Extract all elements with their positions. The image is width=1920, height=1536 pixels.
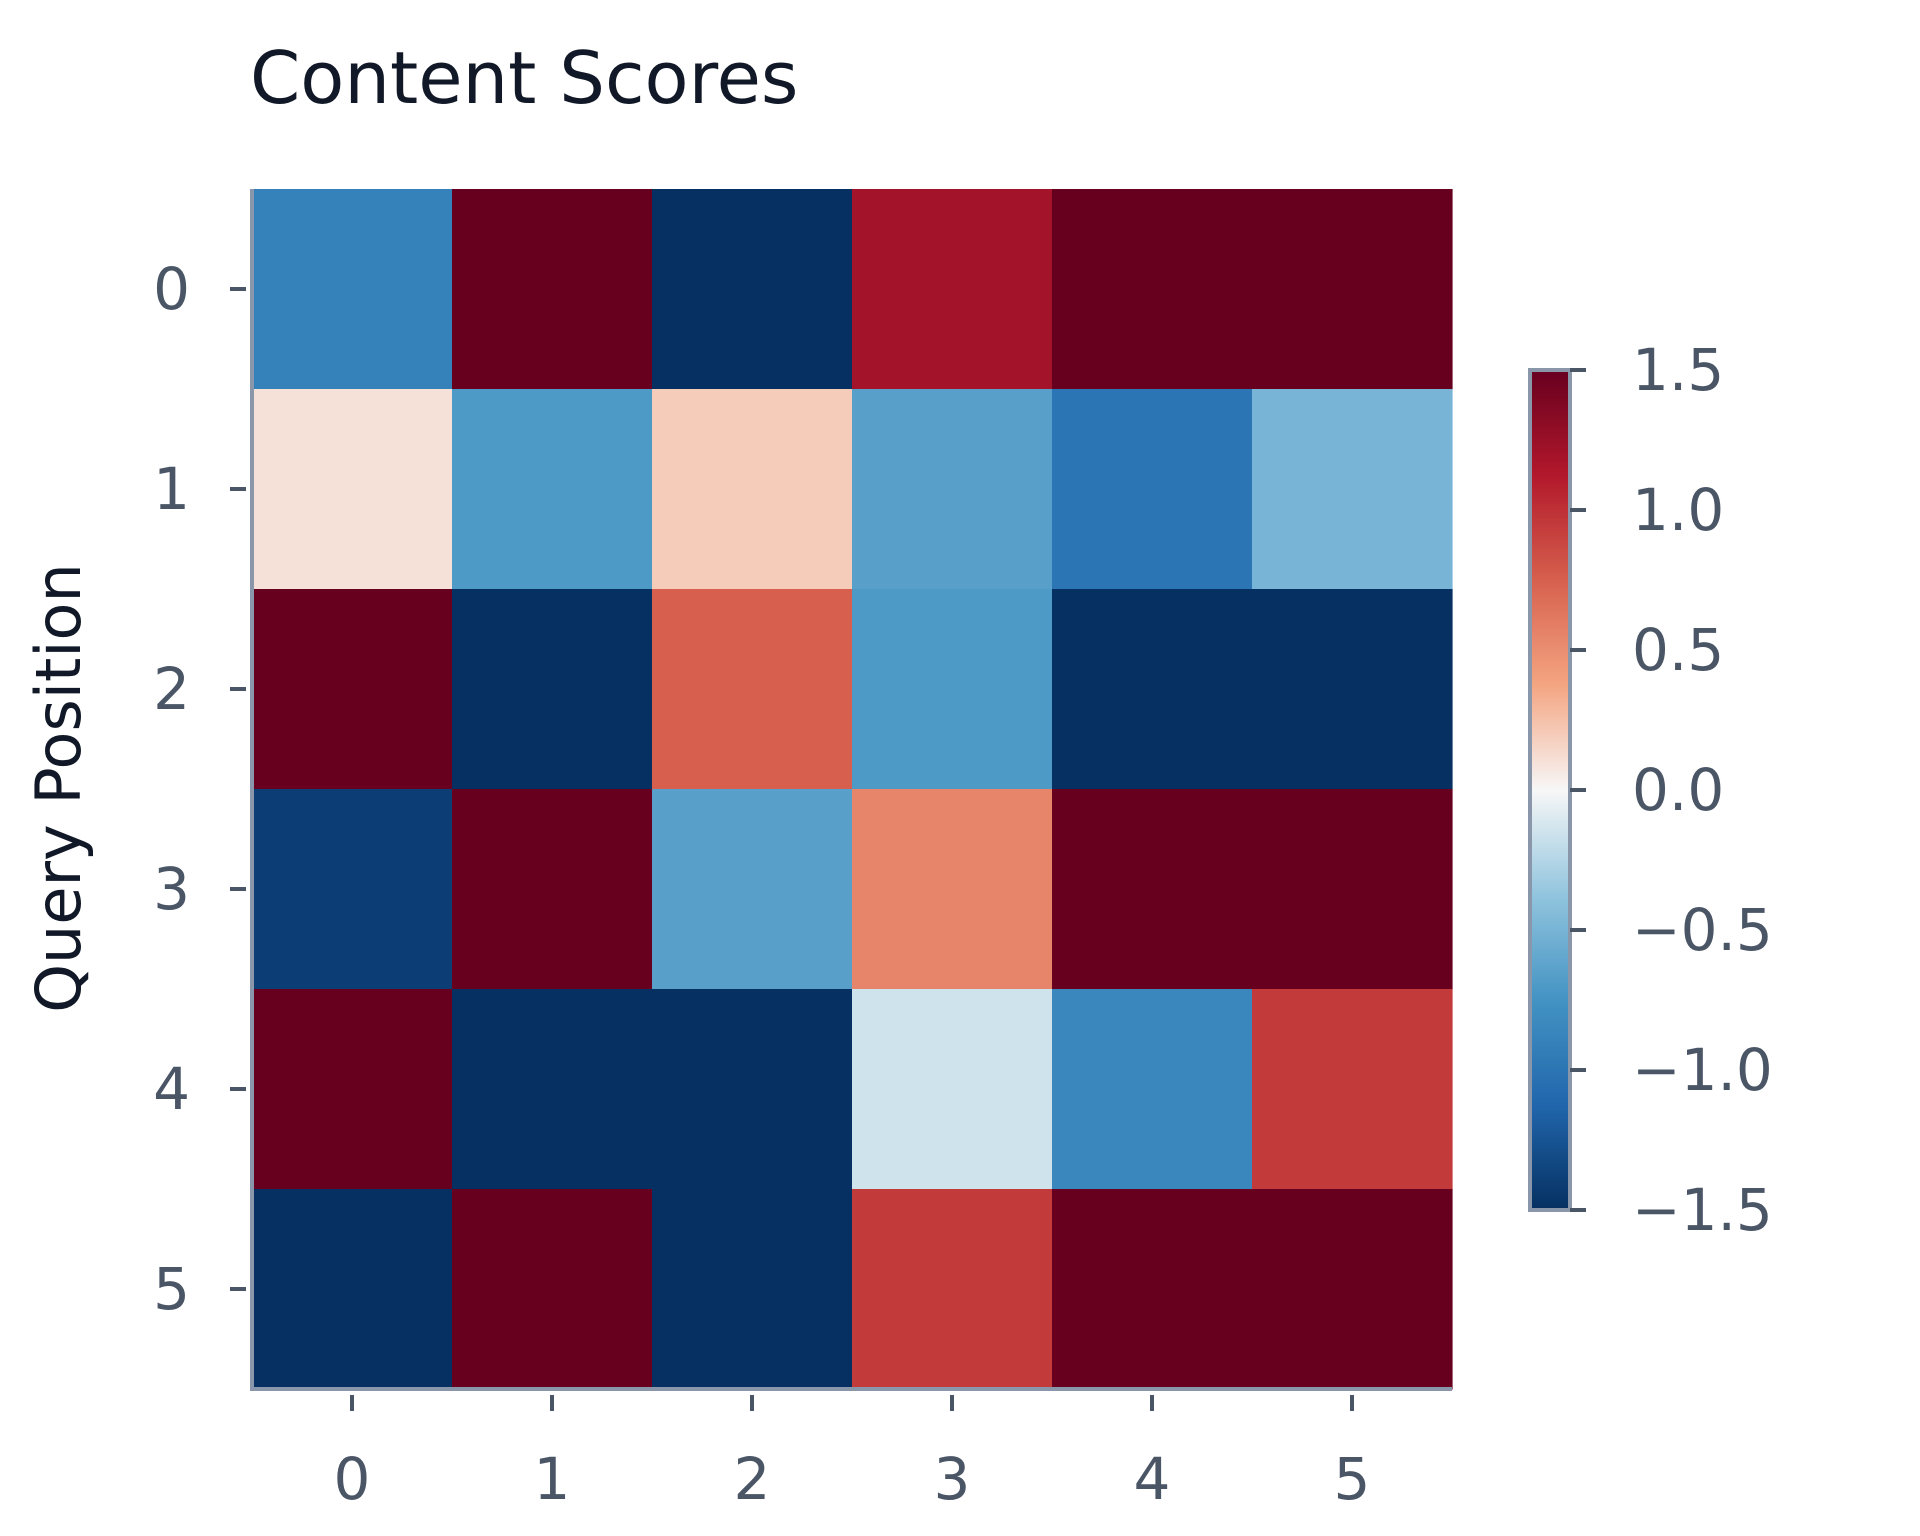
heatmap-cell-r5-c0 — [252, 1189, 453, 1390]
heatmap-cell-r4-c3 — [852, 989, 1053, 1190]
heatmap-cell-r5-c1 — [452, 1189, 653, 1390]
x-tick-label: 5 — [1334, 1445, 1371, 1513]
chart-title: Content Scores — [250, 36, 798, 120]
heatmap-cell-r5-c2 — [652, 1189, 853, 1390]
heatmap-cell-r4-c0 — [252, 989, 453, 1190]
x-tick-label: 3 — [934, 1445, 971, 1513]
x-tick-label: 1 — [534, 1445, 571, 1513]
heatmap-cell-r3-c4 — [1052, 789, 1253, 990]
heatmap-cell-r1-c3 — [852, 389, 1053, 590]
colorbar: 1.5 1.0 0.5 0.0 −0.5 −1.0 −1.5 — [1528, 336, 1773, 1244]
colorbar-tick-label: 1.0 — [1632, 476, 1724, 544]
heatmap-cell-r0-c1 — [452, 189, 653, 390]
y-tick-label: 0 — [153, 255, 190, 323]
heatmap-cell-r4-c2 — [652, 989, 853, 1190]
y-tick-label: 5 — [153, 1255, 190, 1323]
heatmap-cell-r1-c4 — [1052, 389, 1253, 590]
heatmap-cell-r4-c4 — [1052, 989, 1253, 1190]
heatmap-cell-r2-c2 — [652, 589, 853, 790]
heatmap-cell-r1-c0 — [252, 389, 453, 590]
colorbar-gradient — [1528, 368, 1572, 1212]
x-tick-label: 2 — [734, 1445, 771, 1513]
heatmap-cell-r3-c0 — [252, 789, 453, 990]
y-tick-label: 3 — [153, 855, 190, 923]
heatmap-cell-r2-c0 — [252, 589, 453, 790]
heatmap-cell-r1-c1 — [452, 389, 653, 590]
heatmap-cell-r3-c5 — [1252, 789, 1453, 990]
heatmap-cell-r0-c4 — [1052, 189, 1253, 390]
heatmap-cell-r2-c5 — [1252, 589, 1453, 790]
colorbar-tick-label: −1.5 — [1632, 1176, 1773, 1244]
heatmap-cell-r5-c3 — [852, 1189, 1053, 1390]
heatmap-cell-r0-c5 — [1252, 189, 1453, 390]
x-tick-label: 4 — [1134, 1445, 1171, 1513]
heatmap-cell-r0-c0 — [252, 189, 453, 390]
colorbar-tick-label: 0.5 — [1632, 616, 1724, 684]
heatmap-cells — [252, 189, 1453, 1390]
colorbar-tick-label: −1.0 — [1632, 1036, 1773, 1104]
x-tick-label: 0 — [334, 1445, 371, 1513]
y-tick-label: 1 — [153, 455, 190, 523]
heatmap-cell-r3-c2 — [652, 789, 853, 990]
heatmap-cell-r5-c5 — [1252, 1189, 1453, 1390]
heatmap-cell-r0-c2 — [652, 189, 853, 390]
heatmap-cell-r2-c3 — [852, 589, 1053, 790]
y-tick-label: 2 — [153, 655, 190, 723]
heatmap-cell-r1-c5 — [1252, 389, 1453, 590]
heatmap-cell-r1-c2 — [652, 389, 853, 590]
heatmap-axes: 0 1 2 3 4 5 0 1 2 3 4 5 — [153, 189, 1452, 1513]
heatmap-cell-r2-c4 — [1052, 589, 1253, 790]
colorbar-tick-label: 0.0 — [1632, 756, 1724, 824]
y-tick-label: 4 — [153, 1055, 190, 1123]
heatmap-cell-r3-c1 — [452, 789, 653, 990]
heatmap-cell-r2-c1 — [452, 589, 653, 790]
heatmap-cell-r0-c3 — [852, 189, 1053, 390]
colorbar-tick-label: −0.5 — [1632, 896, 1773, 964]
colorbar-tick-label: 1.5 — [1632, 336, 1724, 404]
heatmap-cell-r5-c4 — [1052, 1189, 1253, 1390]
y-axis-label: Query Position — [22, 563, 95, 1013]
heatmap-cell-r4-c1 — [452, 989, 653, 1190]
heatmap-cell-r4-c5 — [1252, 989, 1453, 1190]
heatmap-cell-r3-c3 — [852, 789, 1053, 990]
